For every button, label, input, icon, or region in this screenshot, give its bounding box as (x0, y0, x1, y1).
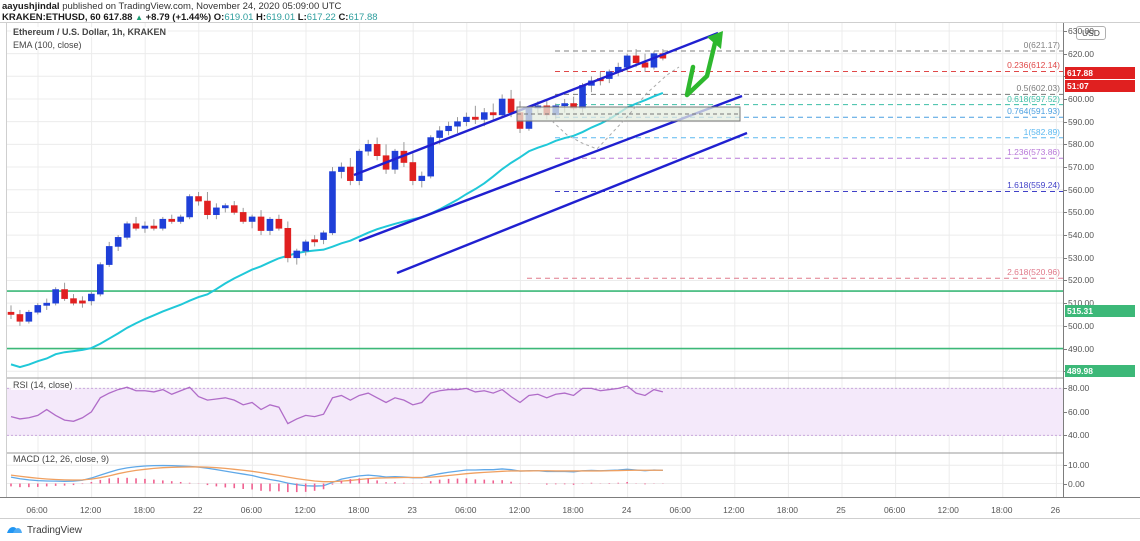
support-high-badge: 515.31 (1065, 305, 1135, 317)
price-tick: 560.00 (1064, 184, 1094, 195)
ema-legend[interactable]: EMA (100, close) (11, 40, 84, 50)
price-tick: 540.00 (1064, 230, 1094, 241)
plot-canvas[interactable] (7, 23, 1063, 497)
time-tick: 22 (193, 505, 203, 515)
last-price: 617.88 (103, 12, 133, 23)
price-tick: 490.00 (1064, 343, 1094, 354)
time-tick: 25 (836, 505, 846, 515)
rsi-band (7, 387, 1063, 436)
last-price-badge: 617.88 (1065, 67, 1135, 79)
fib-level-label: 2.618(520.96) (1007, 267, 1060, 278)
time-tick: 06:00 (669, 505, 691, 515)
currency-badge[interactable]: USD (1076, 26, 1106, 40)
price-tick: 590.00 (1064, 116, 1094, 127)
time-tick: 12:00 (294, 505, 316, 515)
price-tick: 570.00 (1064, 162, 1094, 173)
author-name: aayushjindal (2, 1, 60, 12)
time-tick: 24 (621, 505, 632, 515)
fib-level-label: 0.236(612.14) (1007, 60, 1060, 71)
ema-line (10, 91, 664, 369)
plot-area[interactable]: Ethereum / U.S. Dollar, 1h, KRAKEN EMA (… (6, 23, 1063, 497)
ohlc-h-value: 619.01 (266, 12, 296, 23)
header-publish-line: aayushjindal published on TradingView.co… (2, 1, 1140, 12)
rsi-line (10, 385, 664, 425)
time-tick: 06:00 (455, 505, 477, 515)
price-tick: 580.00 (1064, 139, 1094, 150)
time-tick: 06:00 (883, 505, 906, 515)
price-tick: 500.00 (1064, 320, 1094, 331)
ohlc-h-label: H: (256, 12, 267, 23)
tradingview-brand: TradingView (27, 524, 83, 536)
pane-separators (7, 377, 1063, 454)
rsi-tick: 60.00 (1063, 406, 1090, 417)
fib-level-label: 0.618(597.52) (1007, 93, 1060, 104)
ohlc-l-value: 617.22 (306, 12, 336, 23)
macd-legend[interactable]: MACD (12, 26, close, 9) (11, 454, 112, 464)
time-tick: 18:00 (347, 505, 370, 515)
time-tick: 06:00 (240, 505, 263, 515)
price-tick: 550.00 (1064, 207, 1094, 218)
time-tick: 06:00 (26, 505, 48, 515)
price-tick: 520.00 (1064, 275, 1094, 286)
time-tick: 12:00 (79, 505, 102, 515)
price-axis[interactable]: USD 630.00620.00610.00600.00590.00580.00… (1063, 23, 1140, 497)
chart-frame: Ethereum / U.S. Dollar, 1h, KRAKEN EMA (… (0, 22, 1140, 519)
up-triangle-icon: ▲ (135, 13, 143, 22)
rsi-legend[interactable]: RSI (14, close) (11, 380, 75, 390)
price-tick: 510.00 (1064, 298, 1094, 309)
fib-level-label: 0(621.17) (1023, 39, 1060, 50)
footer: TradingView (0, 519, 1140, 541)
time-tick: 26 (1050, 505, 1061, 515)
breakout-arrow (684, 31, 723, 98)
time-tick: 23 (407, 505, 417, 515)
ohlc-c-label: C: (338, 12, 349, 23)
fib-level-label: 0.764(591.93) (1007, 106, 1060, 117)
time-axis[interactable]: 06:00 12:00 18:00 22 06:00 12:00 18:00 23 06:00 1… (0, 497, 1140, 520)
main-pane-title: Ethereum / U.S. Dollar, 1h, KRAKEN (11, 27, 169, 37)
macd-tick: 10.00 (1063, 460, 1090, 471)
chart-header: aayushjindal published on TradingView.co… (0, 0, 1140, 23)
price-tick: 620.00 (1064, 48, 1094, 59)
macd (10, 464, 664, 493)
time-tick: 12:00 (937, 505, 959, 515)
fib-levels (527, 50, 1063, 279)
rsi-tick: 40.00 (1063, 430, 1090, 441)
ohlc-l-label: L: (297, 12, 307, 23)
support-lines (7, 290, 1063, 350)
time-tick: 18:00 (991, 505, 1013, 515)
price-tick: 600.00 (1064, 93, 1094, 104)
rsi-tick: 80.00 (1063, 383, 1090, 394)
time-tick: 12:00 (723, 505, 745, 515)
time-tick: 18:00 (133, 505, 155, 515)
support-low-badge: 489.98 (1065, 365, 1135, 377)
price-change: +8.79 (+1.44%) (145, 12, 212, 23)
fib-level-label: 1.618(559.24) (1007, 180, 1060, 191)
time-tick: 18:00 (562, 505, 584, 515)
ohlc-o-label: O: (213, 12, 225, 23)
resistance-box (516, 106, 741, 122)
header-quote-line: KRAKEN:ETHUSD, 60 617.88 ▲ +8.79 (+1.44%… (2, 12, 1140, 23)
time-tick: 18:00 (776, 505, 799, 515)
publish-info: published on TradingView.com, November 2… (62, 1, 342, 12)
fib-level-label: 0.5(602.03) (1016, 83, 1060, 94)
symbol-label[interactable]: KRAKEN:ETHUSD, 60 (2, 12, 101, 23)
macd-tick: 0.00 (1064, 478, 1085, 489)
retrace-sketch (551, 66, 680, 150)
tradingview-logo-icon (7, 527, 22, 533)
price-tick: 630.00 (1064, 25, 1094, 36)
fib-level-label: 1(582.89) (1023, 126, 1060, 137)
fib-level-label: 1.236(573.86) (1007, 147, 1060, 158)
ohlc-o-value: 619.01 (224, 12, 254, 23)
time-tick: 12:00 (508, 505, 531, 515)
countdown-badge: 51:07 (1065, 80, 1135, 92)
ohlc-c-value: 617.88 (348, 12, 378, 23)
price-tick: 530.00 (1064, 252, 1094, 263)
